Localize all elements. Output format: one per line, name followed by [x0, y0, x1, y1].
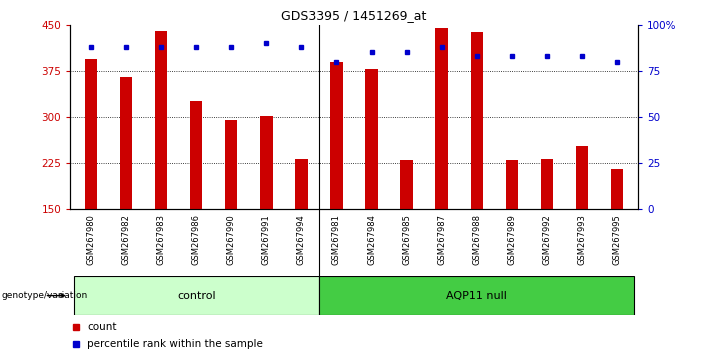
Bar: [155, 31, 168, 209]
Bar: [540, 159, 553, 209]
Text: count: count: [87, 322, 116, 332]
Text: GSM267983: GSM267983: [157, 214, 165, 265]
Bar: [225, 120, 238, 209]
Text: GSM267980: GSM267980: [87, 214, 95, 265]
Text: GSM267994: GSM267994: [297, 214, 306, 265]
Title: GDS3395 / 1451269_at: GDS3395 / 1451269_at: [281, 9, 427, 22]
Text: GSM267988: GSM267988: [472, 214, 481, 265]
Text: GSM267991: GSM267991: [262, 214, 271, 265]
Text: GSM267993: GSM267993: [578, 214, 586, 265]
Bar: [260, 116, 273, 209]
Text: control: control: [177, 291, 216, 301]
Text: GSM267989: GSM267989: [508, 214, 516, 265]
Text: GSM267992: GSM267992: [543, 214, 551, 265]
Text: genotype/variation: genotype/variation: [1, 291, 88, 300]
Text: percentile rank within the sample: percentile rank within the sample: [87, 339, 263, 349]
Text: GSM267982: GSM267982: [122, 214, 130, 265]
Text: GSM267981: GSM267981: [332, 214, 341, 265]
Text: GSM267986: GSM267986: [192, 214, 200, 265]
Text: GSM267985: GSM267985: [402, 214, 411, 265]
Bar: [74, 276, 319, 315]
Bar: [295, 159, 308, 209]
Bar: [435, 28, 448, 209]
Text: GSM267987: GSM267987: [437, 214, 446, 265]
Text: GSM267990: GSM267990: [227, 214, 236, 265]
Bar: [400, 160, 413, 209]
Text: GSM267984: GSM267984: [367, 214, 376, 265]
Text: AQP11 null: AQP11 null: [447, 291, 507, 301]
Bar: [330, 62, 343, 209]
Text: GSM267995: GSM267995: [613, 214, 621, 265]
Bar: [576, 146, 588, 209]
Bar: [611, 169, 623, 209]
Bar: [120, 77, 132, 209]
Bar: [365, 69, 378, 209]
Bar: [505, 160, 518, 209]
Bar: [470, 32, 483, 209]
Bar: [319, 276, 634, 315]
Bar: [85, 58, 97, 209]
Bar: [190, 102, 203, 209]
